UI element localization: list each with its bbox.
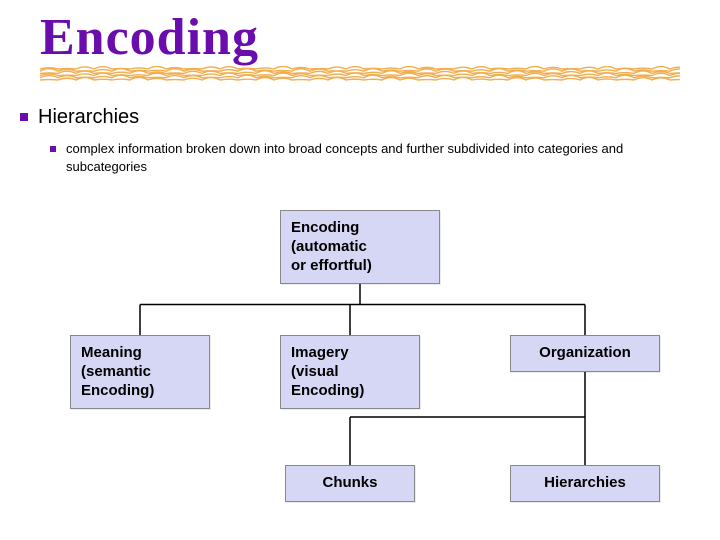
tree-node-hierarchies: Hierarchies — [510, 465, 660, 502]
tree-node-line: (automatic — [291, 238, 429, 257]
title-underline — [40, 66, 680, 88]
bullet-level1-row: Hierarchies — [20, 106, 139, 129]
tree-node-line: Meaning — [81, 344, 199, 363]
tree-node-line: (semantic — [81, 363, 199, 382]
bullet-level1-text: Hierarchies — [38, 106, 139, 129]
tree-node-meaning: Meaning(semanticEncoding) — [70, 335, 210, 409]
bullet-level2-text: complex information broken down into bro… — [66, 140, 666, 175]
tree-node-line: Imagery — [291, 344, 409, 363]
tree-node-organization: Organization — [510, 335, 660, 372]
tree-node-line: Chunks — [322, 474, 377, 493]
bullet-level2-row: complex information broken down into bro… — [50, 140, 666, 175]
tree-node-imagery: Imagery(visualEncoding) — [280, 335, 420, 409]
tree-node-line: Encoding) — [291, 382, 409, 401]
tree-node-line: (visual — [291, 363, 409, 382]
bullet-icon — [50, 146, 56, 152]
tree-node-line: Hierarchies — [544, 474, 626, 493]
tree-node-line: Encoding — [291, 219, 429, 238]
slide-title: Encoding — [40, 8, 259, 67]
tree-node-line: Organization — [539, 344, 631, 363]
bullet-icon — [20, 113, 28, 121]
tree-node-chunks: Chunks — [285, 465, 415, 502]
tree-node-line: or effortful) — [291, 257, 429, 276]
tree-node-root: Encoding(automaticor effortful) — [280, 210, 440, 284]
slide-title-wrap: Encoding — [40, 8, 259, 67]
tree-node-line: Encoding) — [81, 382, 199, 401]
